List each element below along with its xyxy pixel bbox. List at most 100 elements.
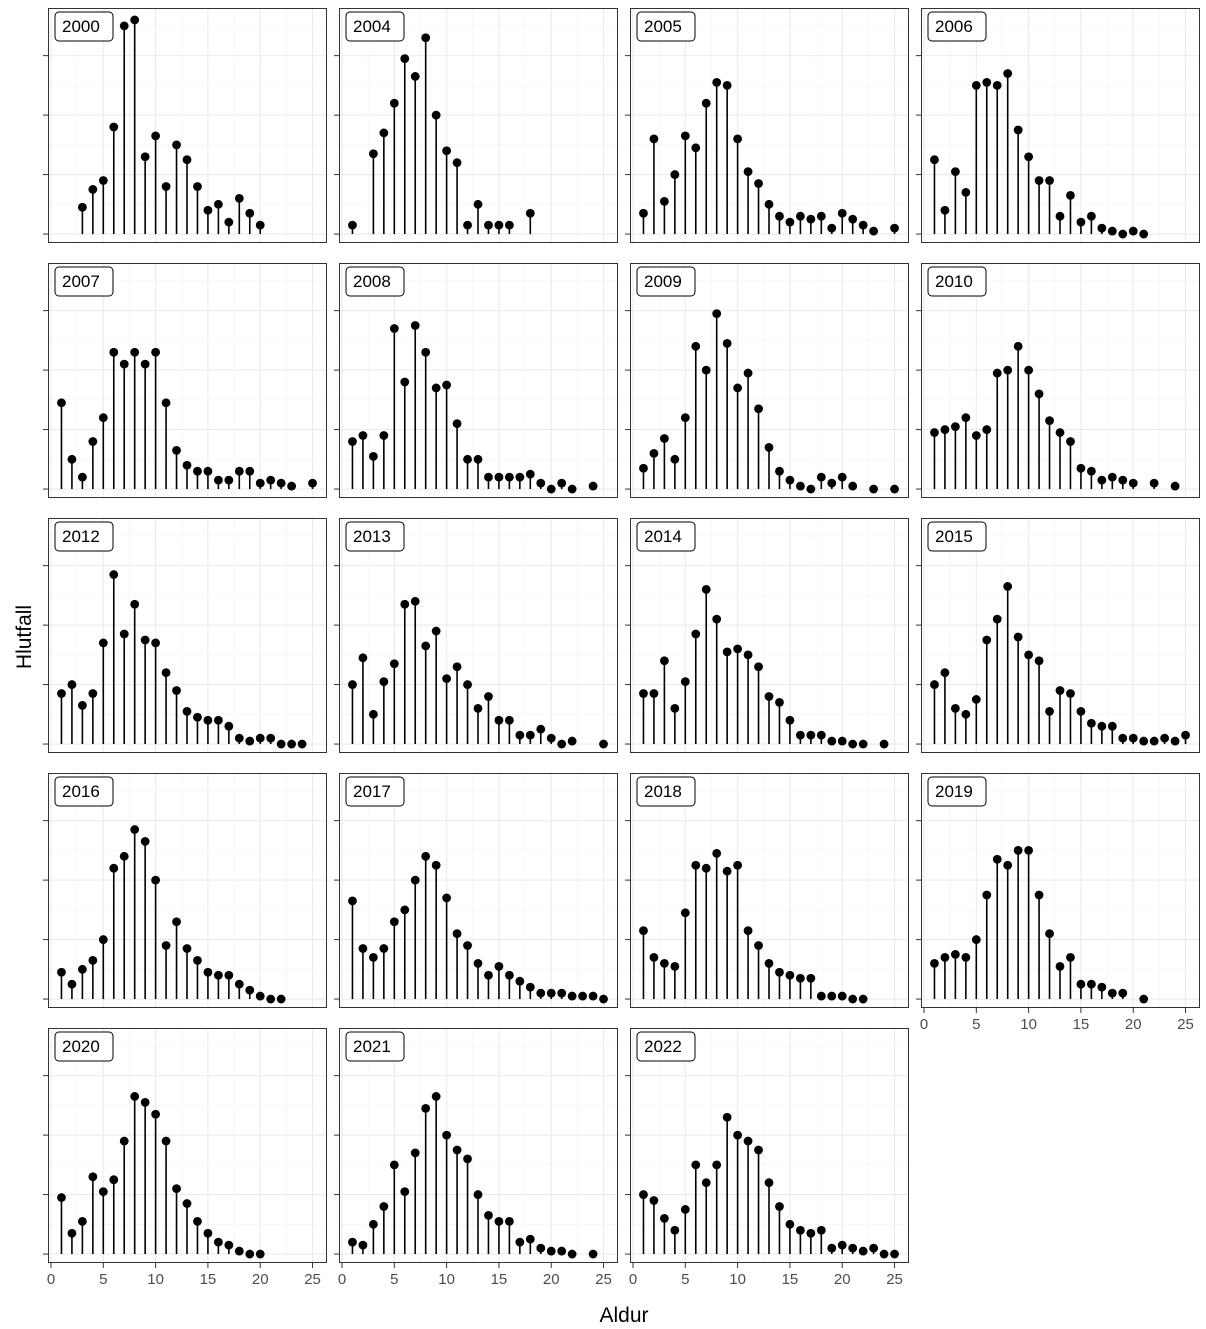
lollipop-point: [1139, 229, 1149, 239]
lollipop-point: [722, 338, 732, 348]
lollipop-point: [234, 193, 244, 203]
panel-2009: 2009: [625, 263, 909, 498]
lollipop-point: [442, 146, 452, 156]
lollipop-point: [358, 653, 368, 663]
lollipop-point: [982, 77, 992, 87]
facet-label-box: [636, 11, 696, 42]
panel-2010: 2010: [916, 263, 1200, 498]
x-tick-label: 0: [920, 1016, 928, 1033]
lollipop-point: [775, 1202, 784, 1211]
lollipop-point: [961, 709, 971, 719]
lollipop-point: [680, 413, 690, 423]
lollipop-point: [764, 958, 774, 968]
lollipop-point: [785, 715, 795, 725]
lollipop-point: [848, 1243, 858, 1253]
facet-label-text: 2013: [353, 527, 391, 546]
lollipop-point: [88, 437, 98, 446]
lollipop-point: [806, 1228, 816, 1238]
lollipop-point: [785, 1219, 795, 1229]
lollipop-point: [151, 875, 161, 885]
lollipop-point: [410, 596, 420, 606]
lollipop-point: [1128, 226, 1138, 236]
facet-label: 2005: [636, 11, 696, 42]
lollipop-point: [193, 466, 202, 476]
y-axis-ticks: [916, 820, 921, 1000]
lollipop-point: [930, 680, 939, 689]
lollipop-point: [536, 724, 546, 734]
panel-2008: 2008: [334, 263, 618, 498]
lollipop-point: [494, 472, 504, 482]
lollipop-point: [98, 176, 108, 185]
facet-label: 2020: [54, 1031, 114, 1062]
lollipop-series: [639, 77, 899, 236]
panel-border: [48, 1028, 327, 1263]
y-axis-ticks: [625, 565, 630, 745]
lollipop-point: [525, 1234, 535, 1244]
lollipop-point: [245, 208, 255, 218]
lollipop-point: [712, 848, 722, 858]
lollipop-point: [463, 680, 472, 689]
lollipop-point: [1013, 341, 1023, 351]
lollipop-point: [431, 110, 441, 120]
facet-label-text: 2019: [935, 782, 973, 801]
y-axis-ticks: [916, 55, 921, 235]
lollipop-point: [1149, 736, 1159, 746]
lollipop-point: [743, 167, 753, 177]
lollipop-point: [421, 851, 431, 861]
lollipop-point: [639, 208, 648, 218]
facet-label-box: [636, 776, 696, 807]
panel-border: [630, 1028, 909, 1263]
y-axis-ticks: [625, 820, 630, 1000]
facet-label-box: [636, 521, 696, 552]
lollipop-point: [567, 484, 577, 494]
lollipop-point: [743, 926, 753, 936]
lollipop-point: [733, 644, 743, 654]
x-tick-label: 5: [390, 1271, 398, 1288]
lollipop-point: [659, 196, 669, 206]
lollipop-point: [109, 570, 119, 579]
lollipop-point: [858, 994, 868, 1004]
lollipop-point: [764, 443, 774, 452]
lollipop-point: [659, 434, 669, 443]
facet-label: 2022: [636, 1031, 696, 1062]
lollipop-point: [172, 140, 181, 150]
lollipop-point: [151, 347, 161, 357]
panel-2013: 2013: [334, 518, 618, 753]
lollipop-point: [733, 383, 743, 393]
lollipop-point: [1170, 736, 1180, 746]
lollipop-point: [536, 1243, 546, 1253]
lollipop-point: [869, 226, 879, 236]
lollipop-point: [442, 893, 452, 903]
lollipop-point: [890, 484, 899, 494]
lollipop-point: [57, 689, 66, 698]
lollipop-point: [494, 715, 504, 725]
lollipop-point: [950, 167, 960, 177]
lollipop-point: [109, 1175, 119, 1185]
lollipop-point: [494, 220, 504, 230]
lollipop-point: [119, 21, 129, 31]
lollipop-point: [140, 837, 150, 846]
panel-2015: 2015: [916, 518, 1200, 753]
facet-label-box: [345, 776, 405, 807]
lollipop-point: [1066, 437, 1075, 446]
lollipop-point: [670, 703, 680, 713]
lollipop-series: [639, 848, 868, 1004]
lollipop-point: [473, 199, 483, 209]
lollipop-point: [1003, 69, 1013, 78]
y-axis-ticks: [43, 820, 48, 1000]
lollipop-point: [806, 973, 816, 983]
lollipop-point: [701, 365, 711, 375]
y-axis-ticks: [43, 1075, 48, 1255]
lollipop-point: [546, 1246, 556, 1256]
lollipop-point: [504, 715, 514, 725]
lollipop-series: [348, 596, 608, 749]
lollipop-point: [410, 1148, 420, 1158]
x-tick-label: 20: [543, 1271, 560, 1288]
lollipop-point: [234, 979, 244, 989]
lollipop-point: [816, 991, 826, 1001]
lollipop-series: [57, 570, 307, 749]
lollipop-series: [57, 825, 286, 1004]
panel-border: [921, 8, 1200, 243]
lollipop-point: [712, 1160, 722, 1170]
lollipop-point: [88, 1172, 98, 1182]
